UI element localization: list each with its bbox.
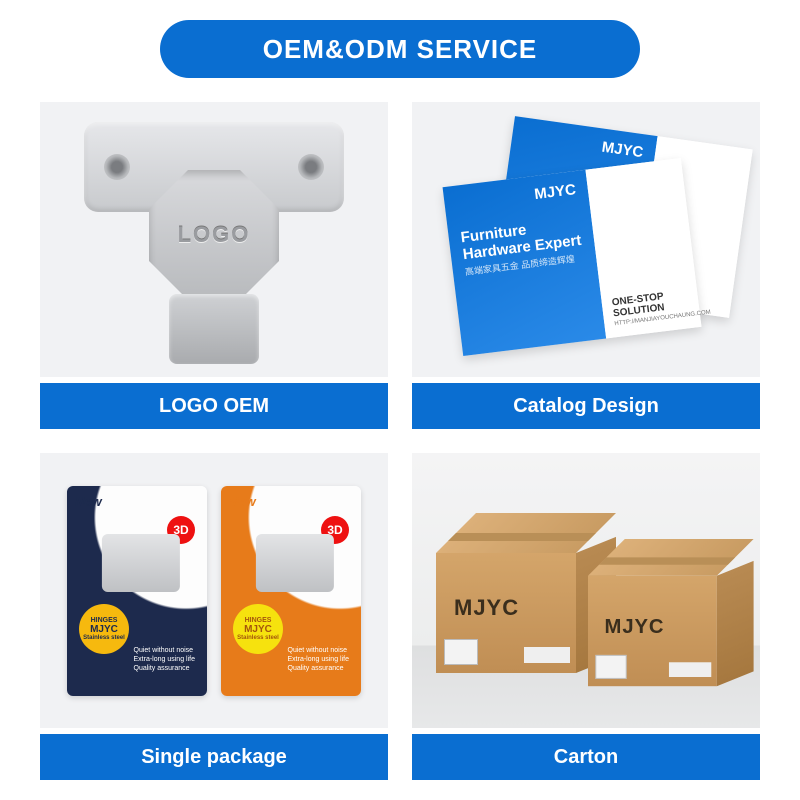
card-carton: MJYC MJYC Carton xyxy=(412,453,760,780)
card-label-single-package: Single package xyxy=(40,734,388,780)
carton-image: MJYC MJYC xyxy=(412,453,760,728)
header-banner: OEM&ODM SERVICE xyxy=(160,20,640,78)
card-label-logo-oem: LOGO OEM xyxy=(40,383,388,429)
package-round-badge: HINGES MJYC Stainless steel xyxy=(233,604,283,654)
package-feature-1: Quiet without noise xyxy=(288,646,349,655)
badge-bottom-text: Stainless steel xyxy=(83,635,125,641)
catalog-book-front-icon: MJYC Furniture Hardware Expert 高端家具五金 品质… xyxy=(443,158,702,356)
card-catalog-design: MJYC MJYC Furniture Hardware Expert 高端家具… xyxy=(412,102,760,429)
card-label-catalog: Catalog Design xyxy=(412,383,760,429)
carton-shipping-label-icon xyxy=(444,639,478,665)
package-navy-icon: New 3D HINGES MJYC Stainless steel Quiet… xyxy=(67,486,207,696)
package-feature-2: Extra-long using life xyxy=(288,655,349,664)
hinge-hole-icon xyxy=(104,154,130,180)
hinge-hole-icon xyxy=(298,154,324,180)
package-feature-2: Extra-long using life xyxy=(134,655,195,664)
card-logo-oem: LOGO LOGO OEM xyxy=(40,102,388,429)
package-feature-3: Quality assurance xyxy=(134,664,195,673)
catalog-image: MJYC MJYC Furniture Hardware Expert 高端家具… xyxy=(412,102,760,377)
badge-bottom-text: Stainless steel xyxy=(237,635,279,641)
hinge-cup-icon: LOGO xyxy=(149,170,279,300)
package-feature-1: Quiet without noise xyxy=(134,646,195,655)
badge-mid-text: MJYC xyxy=(244,624,272,635)
package-round-badge: HINGES MJYC Stainless steel xyxy=(79,604,129,654)
package-hinge-mini-icon xyxy=(256,534,334,592)
carton-shipping-sticker-icon xyxy=(524,647,570,663)
card-label-carton: Carton xyxy=(412,734,760,780)
package-features: Quiet without noise Extra-long using lif… xyxy=(134,646,195,673)
package-new-tag: New xyxy=(229,494,256,509)
card-single-package: New 3D HINGES MJYC Stainless steel Quiet… xyxy=(40,453,388,780)
carton-shipping-sticker-icon xyxy=(669,662,711,677)
package-features: Quiet without noise Extra-long using lif… xyxy=(288,646,349,673)
hinge-logo-stamp: LOGO xyxy=(178,222,251,248)
single-package-image: New 3D HINGES MJYC Stainless steel Quiet… xyxy=(40,453,388,728)
package-new-tag: New xyxy=(75,494,102,509)
hinge-arm-icon xyxy=(169,294,259,364)
package-feature-3: Quality assurance xyxy=(288,664,349,673)
badge-mid-text: MJYC xyxy=(90,624,118,635)
carton-brand: MJYC xyxy=(454,595,519,621)
carton-brand: MJYC xyxy=(605,614,665,638)
header-title: OEM&ODM SERVICE xyxy=(263,34,538,65)
catalog-brand: MJYC xyxy=(601,139,645,162)
catalog-brand: MJYC xyxy=(533,181,576,203)
carton-shipping-label-icon xyxy=(595,655,626,679)
badge-top-text: HINGES xyxy=(245,617,272,624)
badge-top-text: HINGES xyxy=(91,617,118,624)
package-hinge-mini-icon xyxy=(102,534,180,592)
logo-oem-image: LOGO xyxy=(40,102,388,377)
service-grid: LOGO LOGO OEM MJYC MJYC xyxy=(40,102,760,780)
package-orange-icon: New 3D HINGES MJYC Stainless steel Quiet… xyxy=(221,486,361,696)
